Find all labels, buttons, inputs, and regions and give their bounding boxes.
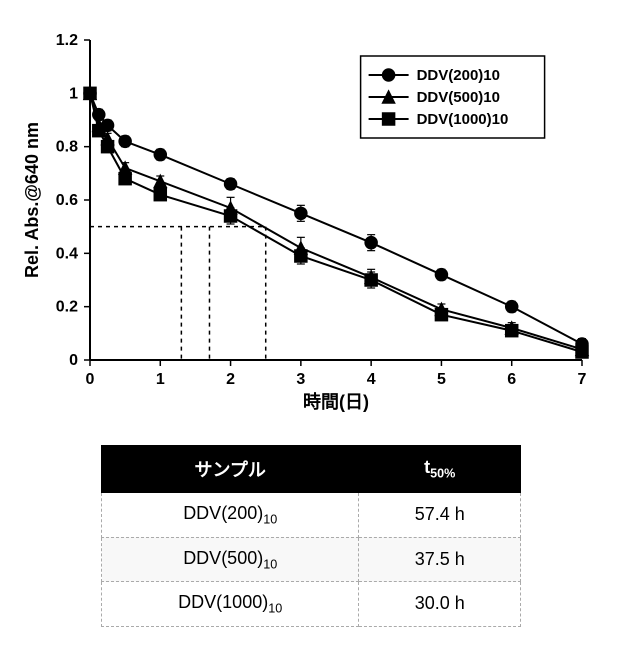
- svg-text:4: 4: [367, 371, 376, 388]
- cell-sample: DDV(200)10: [102, 493, 359, 538]
- table-row: DDV(1000)1030.0 h: [102, 582, 521, 627]
- col-t50: t50%: [359, 446, 521, 493]
- table-row: DDV(500)1037.5 h: [102, 537, 521, 582]
- svg-text:6: 6: [507, 371, 516, 388]
- table-header-row: サンプル t50%: [102, 446, 521, 493]
- svg-text:1: 1: [69, 85, 78, 102]
- svg-text:1.2: 1.2: [56, 32, 78, 49]
- col-sample: サンプル: [102, 446, 359, 493]
- cell-sample: DDV(1000)10: [102, 582, 359, 627]
- svg-text:DDV(200)10: DDV(200)10: [417, 67, 500, 84]
- t50-table: サンプル t50% DDV(200)1057.4 hDDV(500)1037.5…: [101, 445, 521, 627]
- svg-text:2: 2: [226, 371, 235, 388]
- cell-t50: 30.0 h: [359, 582, 521, 627]
- svg-text:0: 0: [69, 352, 78, 369]
- svg-text:時間(日): 時間(日): [303, 392, 369, 412]
- svg-text:0.8: 0.8: [56, 139, 78, 156]
- svg-text:5: 5: [437, 371, 446, 388]
- decay-chart: 0 1 2 3 4 5 6 7 0 0.2 0.4 0.6 0.8 1 1.2 時間(日) Rel. Abs.@…: [20, 20, 602, 425]
- svg-text:0: 0: [86, 371, 95, 388]
- svg-text:0.4: 0.4: [56, 245, 78, 262]
- svg-text:7: 7: [578, 371, 587, 388]
- svg-text:DDV(500)10: DDV(500)10: [417, 89, 500, 106]
- svg-text:0.2: 0.2: [56, 299, 78, 316]
- cell-t50: 37.5 h: [359, 537, 521, 582]
- chart-svg: 0 1 2 3 4 5 6 7 0 0.2 0.4 0.6 0.8 1 1.2 時間(日) Rel. Abs.@…: [20, 20, 602, 420]
- svg-text:DDV(1000)10: DDV(1000)10: [417, 111, 509, 128]
- svg-text:Rel. Abs.@640 nm: Rel. Abs.@640 nm: [22, 122, 42, 278]
- svg-text:1: 1: [156, 371, 165, 388]
- t50-sub: 50%: [430, 467, 455, 481]
- cell-sample: DDV(500)10: [102, 537, 359, 582]
- table-row: DDV(200)1057.4 h: [102, 493, 521, 538]
- svg-text:0.6: 0.6: [56, 192, 78, 209]
- cell-t50: 57.4 h: [359, 493, 521, 538]
- svg-text:3: 3: [296, 371, 305, 388]
